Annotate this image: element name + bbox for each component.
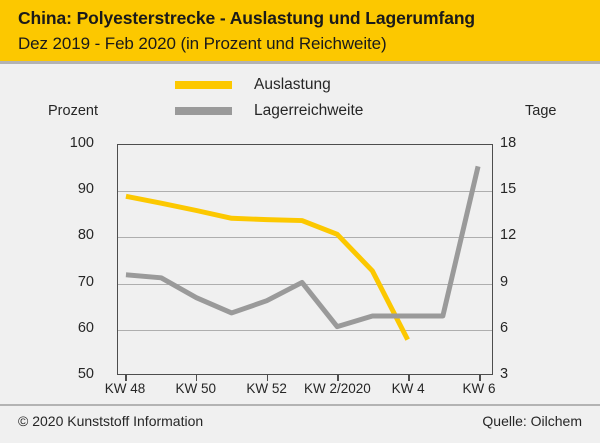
series-layer bbox=[125, 165, 481, 341]
gridline bbox=[118, 191, 492, 193]
footer-source: Quelle: Oilchem bbox=[482, 413, 582, 429]
y-tick-left-60: 60 bbox=[77, 319, 94, 336]
chart-title: China: Polyesterstrecke - Auslastung und… bbox=[18, 8, 476, 28]
legend-item-auslastung: Auslastung bbox=[175, 72, 495, 98]
x-tick-label: KW 2/2020 bbox=[303, 381, 371, 396]
y-tick-left-90: 90 bbox=[77, 181, 94, 198]
x-tick-label: KW 4 bbox=[391, 381, 425, 396]
legend-label-lagerreichweite: Lagerreichweite bbox=[254, 102, 364, 119]
x-tick-label: KW 48 bbox=[104, 381, 146, 396]
y-tick-right-6: 6 bbox=[500, 319, 509, 336]
x-tick-mark bbox=[337, 375, 339, 381]
x-tick-mark bbox=[195, 375, 198, 381]
header-divider bbox=[0, 61, 600, 64]
legend-item-lagerreichweite: Lagerreichweite bbox=[175, 98, 495, 124]
x-tick-label: KW 50 bbox=[175, 381, 217, 396]
series-line-auslastung bbox=[125, 193, 410, 341]
y-tick-left-100: 100 bbox=[69, 135, 94, 151]
x-tick-mark bbox=[479, 375, 481, 381]
legend-swatch-lagerreichweite bbox=[175, 107, 232, 115]
y-tick-left-80: 80 bbox=[77, 227, 94, 244]
y-tick-left-50: 50 bbox=[77, 366, 94, 382]
y-axis-caption-left: Prozent bbox=[48, 103, 98, 119]
x-tick-mark bbox=[266, 375, 269, 381]
y-tick-right-12: 12 bbox=[500, 227, 517, 244]
gridline bbox=[118, 329, 492, 331]
y-tick-right-9: 9 bbox=[500, 273, 509, 290]
legend-swatch-auslastung bbox=[175, 81, 232, 89]
chart-subtitle: Dez 2019 - Feb 2020 (in Prozent und Reic… bbox=[18, 34, 387, 53]
chart-legend: Auslastung Lagerreichweite bbox=[175, 72, 495, 124]
x-tick-label: KW 6 bbox=[462, 381, 496, 396]
y-axis-caption-right: Tage bbox=[525, 103, 557, 119]
y-tick-right-18: 18 bbox=[500, 135, 517, 151]
x-tick-mark bbox=[125, 375, 127, 381]
footer-divider bbox=[0, 404, 600, 406]
y-tick-right-15: 15 bbox=[500, 181, 517, 198]
y-tick-left-70: 70 bbox=[77, 273, 94, 290]
x-tick-mark bbox=[408, 375, 410, 381]
legend-label-auslastung: Auslastung bbox=[254, 76, 331, 93]
plot-area bbox=[117, 144, 493, 375]
footer-copyright: © 2020 Kunststoff Information bbox=[18, 413, 204, 429]
x-tick-label: KW 52 bbox=[246, 381, 287, 396]
y-tick-right-3: 3 bbox=[500, 366, 509, 382]
gridline bbox=[118, 237, 492, 239]
series-line-lagerreichweite bbox=[125, 165, 481, 330]
chart-header: China: Polyesterstrecke - Auslastung und… bbox=[0, 0, 600, 61]
